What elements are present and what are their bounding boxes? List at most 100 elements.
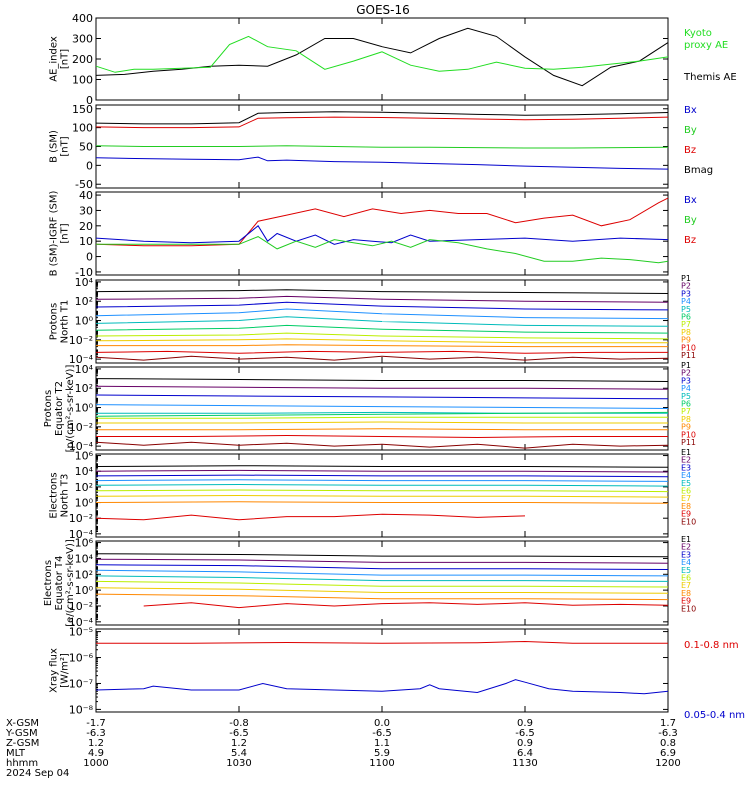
legend-entry: By — [684, 125, 697, 136]
legend-entry: P4 — [681, 384, 691, 393]
series-line-2 — [95, 225, 669, 245]
x-tick-label: 0.8 — [660, 738, 676, 749]
series-line-9 — [95, 513, 526, 521]
y-tick-label: 10⁻² — [69, 421, 93, 434]
y-axis-label: North T3 — [60, 474, 71, 518]
x-tick-label: 1.2 — [231, 738, 247, 749]
legend-entry: P2 — [681, 282, 691, 291]
series-line-4 — [95, 404, 669, 409]
y-tick-label: 100 — [72, 122, 93, 135]
x-axis-row-label: Z-GSM — [6, 738, 39, 749]
y-axis-label: Protons — [49, 303, 60, 340]
series-line-1 — [95, 111, 669, 125]
series-line-9 — [96, 344, 668, 348]
series-line-4 — [95, 156, 669, 170]
y-tick-label: 10⁻² — [69, 600, 93, 613]
y-axis-label: [nT] — [60, 223, 71, 243]
legend-entry: E7 — [681, 494, 691, 503]
x-tick-label: 0.9 — [517, 738, 533, 749]
panel-3: -10 0 10 20 30 40 B (SM)-IGRF (SM) [nT] Bx By Bz — [49, 189, 697, 279]
x-tick-label: 1.7 — [660, 718, 676, 729]
x-tick-label: 1030 — [226, 758, 251, 769]
legend-entry: P10 — [681, 343, 696, 352]
legend-entry: P6 — [681, 313, 691, 322]
series-line-10 — [96, 434, 668, 439]
series-line-5 — [95, 575, 669, 582]
series-line-6 — [95, 324, 669, 334]
legend-entry: E9 — [681, 597, 691, 606]
series-line-11 — [95, 441, 669, 449]
series-line-7 — [95, 332, 669, 340]
legend-entry: P1 — [681, 361, 691, 370]
series-line-2 — [95, 35, 669, 73]
legend-entry: E6 — [681, 574, 691, 583]
y-axis-label: [nT] — [60, 49, 71, 69]
panel-2: -50 0 50 100 150 B (SM) [nT] Bx By Bz Bmag — [49, 103, 714, 191]
y-tick-label: 10² — [75, 481, 93, 494]
x-tick-label: 5.4 — [231, 748, 247, 759]
y-axis-label: [e/(cm²-s-sr-keV)] — [65, 539, 76, 627]
y-tick-label: 10⁻⁶ — [69, 652, 94, 665]
y-tick-label: 10⁻⁴ — [69, 353, 94, 366]
y-tick-label: 10⁻⁴ — [69, 440, 94, 453]
panel-7: 10⁻⁴ 10⁻² 10⁰ 10² 10⁴ 10⁶ Electrons Equator T4[… — [43, 535, 696, 629]
series-line-11 — [95, 355, 669, 361]
series-line-3 — [95, 394, 669, 400]
x-tick-label: 6.9 — [660, 748, 676, 759]
y-axis-label: Equator T2 — [54, 381, 65, 436]
x-tick-label: -6.5 — [229, 728, 249, 739]
x-tick-label: -6.3 — [86, 728, 106, 739]
legend-entry: P3 — [681, 289, 691, 298]
y-tick-label: 10⁰ — [75, 315, 94, 328]
legend-entry: P7 — [681, 407, 691, 416]
legend-entry: E3 — [681, 550, 691, 559]
y-tick-label: 10⁻² — [69, 334, 93, 347]
y-tick-label: 10⁴ — [75, 363, 94, 376]
legend-entry: E7 — [681, 581, 691, 590]
series-line-3 — [95, 474, 669, 478]
series-line-3 — [96, 236, 669, 264]
y-tick-label: 0 — [86, 251, 93, 264]
legend-entry: Bz — [684, 145, 696, 156]
y-tick-label: 10⁻² — [69, 512, 93, 525]
x-tick-label: -1.7 — [86, 718, 106, 729]
legend-entry: P4 — [681, 297, 691, 306]
legend-entry: E4 — [681, 471, 691, 480]
legend-entry: P9 — [681, 423, 691, 432]
series-line-1 — [95, 378, 669, 382]
x-tick-label: 1.2 — [88, 738, 104, 749]
y-tick-label: 10⁶ — [75, 450, 94, 463]
y-axis-label: B (SM)-IGRF (SM) — [49, 191, 60, 277]
series-line-1 — [96, 640, 668, 644]
y-tick-label: 10⁴ — [75, 552, 94, 565]
series-line-4 — [95, 479, 669, 482]
x-tick-label: 1200 — [655, 758, 680, 769]
y-tick-label: 400 — [72, 12, 93, 25]
series-line-5 — [95, 316, 669, 327]
legend-entry: P10 — [681, 430, 696, 439]
legend-entry: E4 — [681, 558, 691, 567]
legend-entry: P11 — [681, 438, 696, 447]
series-line-6 — [95, 411, 669, 417]
panel-8: 10⁻⁸ 10⁻⁷ 10⁻⁶ 10⁻⁵ Xray flux [W/m²] 0.1-0.8 n… — [49, 626, 746, 721]
y-tick-label: 10⁻⁸ — [69, 703, 94, 716]
legend-entry: Kyoto — [684, 28, 712, 39]
legend-entry: E2 — [681, 456, 691, 465]
series-line-10 — [95, 350, 668, 354]
y-tick-label: 0 — [86, 159, 93, 172]
legend-entry: E10 — [681, 604, 696, 613]
y-tick-label: 10⁻⁴ — [69, 616, 94, 629]
y-tick-label: 30 — [79, 204, 93, 217]
plot-title: GOES-16 — [356, 3, 410, 17]
x-tick-label: -0.8 — [229, 718, 249, 729]
y-tick-label: 150 — [72, 103, 93, 116]
y-tick-label: 10⁴ — [75, 276, 94, 289]
x-tick-label: 0.9 — [517, 718, 533, 729]
x-axis-row-label: MLT — [6, 748, 26, 759]
x-tick-label: 1100 — [369, 758, 394, 769]
series-line-3 — [95, 145, 669, 149]
x-tick-label: 1130 — [512, 758, 537, 769]
legend-entry: P5 — [681, 392, 691, 401]
legend-entry: E1 — [681, 535, 691, 544]
y-tick-label: 20 — [79, 220, 93, 233]
